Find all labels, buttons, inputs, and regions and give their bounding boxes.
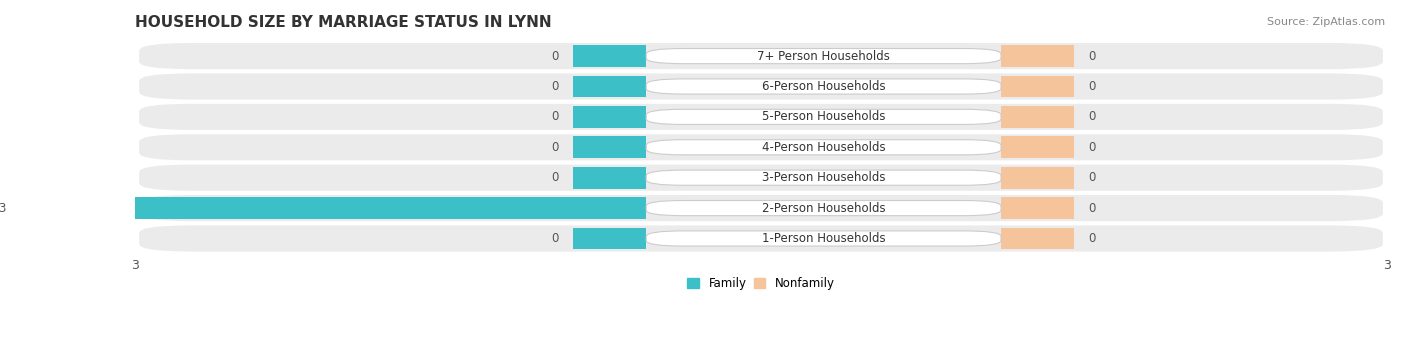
Text: 3: 3 [0,202,6,214]
Bar [574,76,647,98]
Text: 0: 0 [1088,141,1097,154]
FancyBboxPatch shape [647,48,1001,64]
Text: 0: 0 [551,110,558,123]
Text: 0: 0 [1088,80,1097,93]
Bar [574,227,647,249]
Text: 0: 0 [1088,49,1097,63]
Bar [574,167,647,189]
FancyBboxPatch shape [139,225,1384,252]
FancyBboxPatch shape [139,134,1384,160]
FancyBboxPatch shape [139,195,1384,221]
FancyBboxPatch shape [647,170,1001,185]
FancyBboxPatch shape [647,140,1001,155]
Text: 2-Person Households: 2-Person Households [762,202,886,214]
Text: 5-Person Households: 5-Person Households [762,110,886,123]
FancyBboxPatch shape [139,104,1384,130]
FancyBboxPatch shape [139,165,1384,191]
Text: 4-Person Households: 4-Person Households [762,141,886,154]
Text: 0: 0 [1088,202,1097,214]
Text: 3-Person Households: 3-Person Households [762,171,886,184]
Bar [574,45,647,67]
Bar [1001,136,1074,158]
Text: 1-Person Households: 1-Person Households [762,232,886,245]
Text: HOUSEHOLD SIZE BY MARRIAGE STATUS IN LYNN: HOUSEHOLD SIZE BY MARRIAGE STATUS IN LYN… [135,15,551,30]
Bar [1001,45,1074,67]
FancyBboxPatch shape [139,43,1384,69]
FancyBboxPatch shape [647,109,1001,124]
Text: 0: 0 [551,171,558,184]
Text: Source: ZipAtlas.com: Source: ZipAtlas.com [1267,17,1385,27]
FancyBboxPatch shape [139,73,1384,100]
FancyBboxPatch shape [647,201,1001,216]
Text: 0: 0 [1088,110,1097,123]
Legend: Family, Nonfamily: Family, Nonfamily [682,272,839,295]
Text: 0: 0 [1088,171,1097,184]
Bar [1001,227,1074,249]
Text: 0: 0 [551,141,558,154]
Bar [1001,167,1074,189]
Bar [1001,76,1074,98]
Bar [1001,197,1074,219]
Bar [574,136,647,158]
Bar [1001,106,1074,128]
FancyBboxPatch shape [647,79,1001,94]
FancyBboxPatch shape [647,231,1001,246]
Bar [20,197,647,219]
Text: 0: 0 [551,232,558,245]
Text: 0: 0 [551,49,558,63]
Text: 0: 0 [551,80,558,93]
Text: 7+ Person Households: 7+ Person Households [758,49,890,63]
Text: 0: 0 [1088,232,1097,245]
Bar [574,106,647,128]
Text: 6-Person Households: 6-Person Households [762,80,886,93]
